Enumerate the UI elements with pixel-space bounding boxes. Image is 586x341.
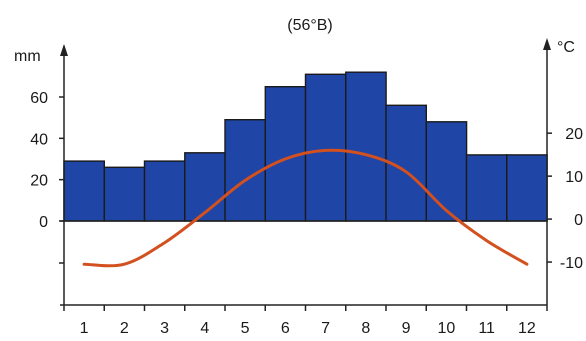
left-tick-label: 60	[30, 90, 48, 107]
right-tick-label: 20	[565, 126, 583, 143]
chart-title: (56°B)	[287, 17, 333, 34]
precipitation-bars	[63, 71, 548, 222]
right-tick-label: 0	[574, 212, 583, 229]
precipitation-bar	[425, 121, 468, 222]
x-tick-label: 11	[478, 320, 495, 337]
x-axis-ticks: 1 2 3 4 5 6 7 8 9 10 11 12	[63, 305, 548, 337]
right-axis-arrow	[543, 38, 551, 50]
precipitation-bar	[184, 152, 226, 222]
x-tick-label: 9	[402, 320, 411, 337]
x-tick-label: 2	[120, 320, 129, 337]
right-axis-ticks: -10 0 10 20	[547, 126, 583, 272]
left-axis-unit: mm	[14, 48, 41, 65]
precipitation-bar	[63, 160, 105, 222]
left-axis-arrow	[60, 44, 68, 56]
precipitation-bar	[465, 154, 508, 222]
precipitation-bar	[304, 73, 347, 222]
x-tick-label: 8	[361, 320, 370, 337]
x-tick-label: 12	[518, 320, 536, 337]
x-tick-label: 1	[80, 320, 89, 337]
precipitation-bar	[103, 166, 146, 222]
x-tick-label: 7	[321, 320, 330, 337]
left-tick-label: 40	[30, 131, 48, 148]
left-tick-label: 0	[39, 214, 48, 231]
right-axis-unit: °C	[557, 39, 575, 56]
right-tick-label: 10	[565, 169, 583, 186]
precipitation-bar	[345, 71, 387, 222]
x-tick-label: 5	[241, 320, 250, 337]
right-tick-label: -10	[560, 255, 583, 272]
temperature-line	[82, 148, 529, 268]
axes	[60, 38, 551, 306]
precipitation-bar	[143, 160, 186, 222]
left-axis-ticks: 0 20 40 60	[30, 90, 64, 264]
left-tick-label: 20	[30, 173, 48, 190]
precipitation-bar	[506, 154, 548, 222]
x-tick-label: 3	[160, 320, 169, 337]
x-tick-label: 10	[437, 320, 455, 337]
x-tick-label: 6	[281, 320, 290, 337]
x-tick-label: 4	[200, 320, 209, 337]
